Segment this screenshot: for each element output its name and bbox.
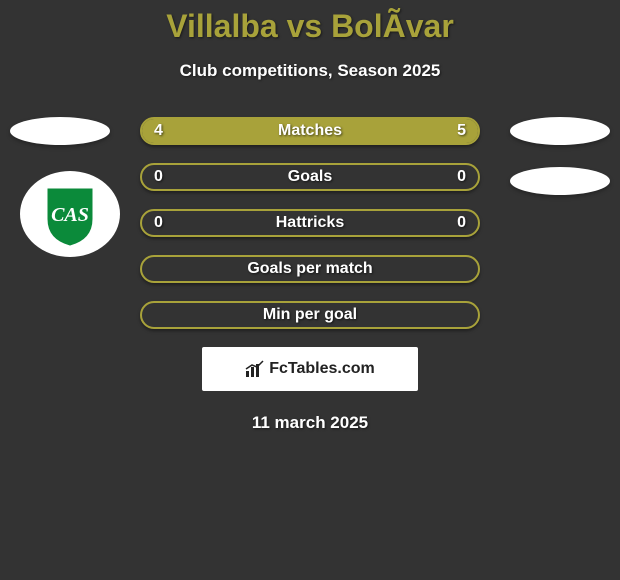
subtitle: Club competitions, Season 2025 [0,61,620,81]
chart-icon [245,360,265,378]
vs-text: vs [278,8,331,44]
player1-photo-placeholder [10,117,110,145]
stat-value-left: 4 [154,122,163,140]
stat-label: Hattricks [276,214,344,232]
branding-text: FcTables.com [269,360,375,378]
stat-label: Goals [288,168,332,186]
player1-name: Villalba [166,8,277,44]
club-badge-letters: CAS [51,204,89,226]
stat-row: 0 0 Hattricks [140,209,480,237]
stat-fill-left [142,119,290,143]
stat-label: Goals per match [247,260,372,278]
stat-row: 4 5 Matches [140,117,480,145]
comparison-title: Villalba vs BolÃvar [0,0,620,45]
player2-name: BolÃvar [331,8,454,44]
player2-photo-placeholder [510,117,610,145]
date-text: 11 march 2025 [0,413,620,433]
branding-box[interactable]: FcTables.com [202,347,418,391]
stats-rows: 4 5 Matches 0 0 Goals 0 0 Hattricks Goals per mat… [140,117,480,329]
content: CAS 4 5 Matches 0 0 Goals 0 0 Hattricks Goals per… [0,117,620,433]
stat-value-left: 0 [154,168,163,186]
stat-value-right: 0 [457,214,466,232]
stat-row: 0 0 Goals [140,163,480,191]
stat-label: Min per goal [263,306,357,324]
stat-row: Min per goal [140,301,480,329]
stat-row: Goals per match [140,255,480,283]
stat-value-right: 0 [457,168,466,186]
stat-label: Matches [278,122,342,140]
stat-value-left: 0 [154,214,163,232]
stat-value-right: 5 [457,122,466,140]
player1-club-badge: CAS [20,171,120,257]
player2-club-placeholder [510,167,610,195]
